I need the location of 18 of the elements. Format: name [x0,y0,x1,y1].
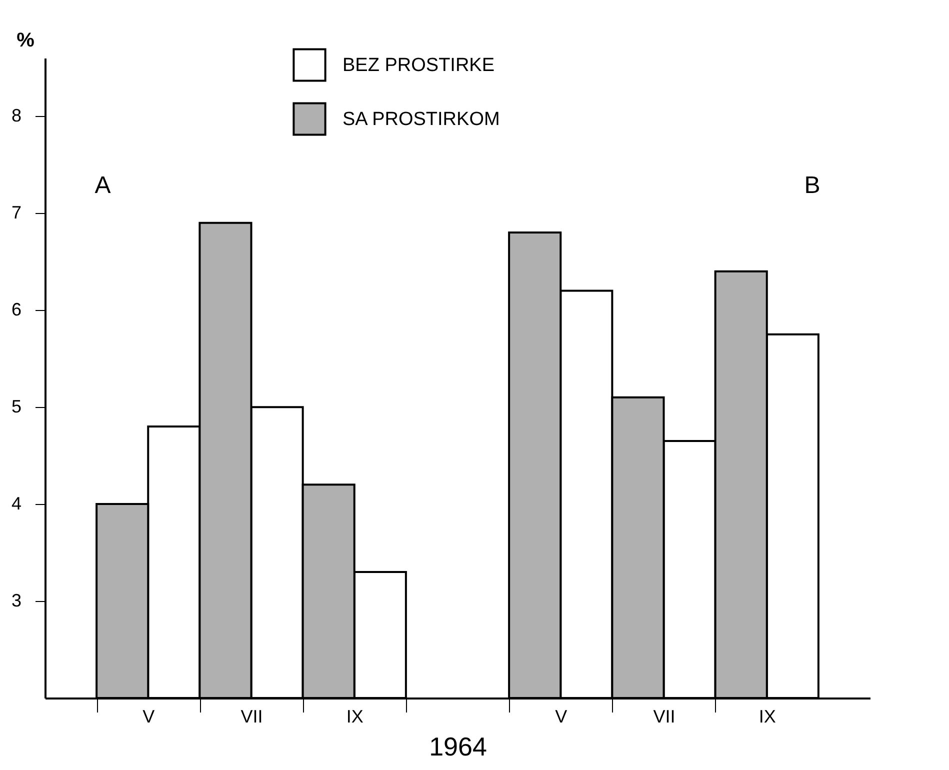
y-tick-label: 4 [11,494,22,514]
x-tick-label: IX [346,706,364,726]
y-tick-label: 6 [11,300,22,320]
y-tick-label: 7 [11,202,22,223]
x-tick-label: IX [758,706,776,726]
y-tick-label: 8 [11,106,22,126]
x-tick-label: V [555,706,568,726]
legend-label: BEZ PROSTIRKE [342,55,495,76]
x-tick-label: VII [240,706,263,726]
x-axis-title: 1964 [429,732,487,762]
legend-label: SA PROSTIRKOM [342,109,500,130]
x-tick-label: V [142,706,155,726]
y-tick-label: 5 [11,396,22,417]
x-tick-label: VII [653,706,676,726]
y-axis-title: % [16,30,35,52]
annotation: A [94,172,111,199]
y-tick-label: 3 [11,590,22,611]
annotation: B [804,172,820,199]
